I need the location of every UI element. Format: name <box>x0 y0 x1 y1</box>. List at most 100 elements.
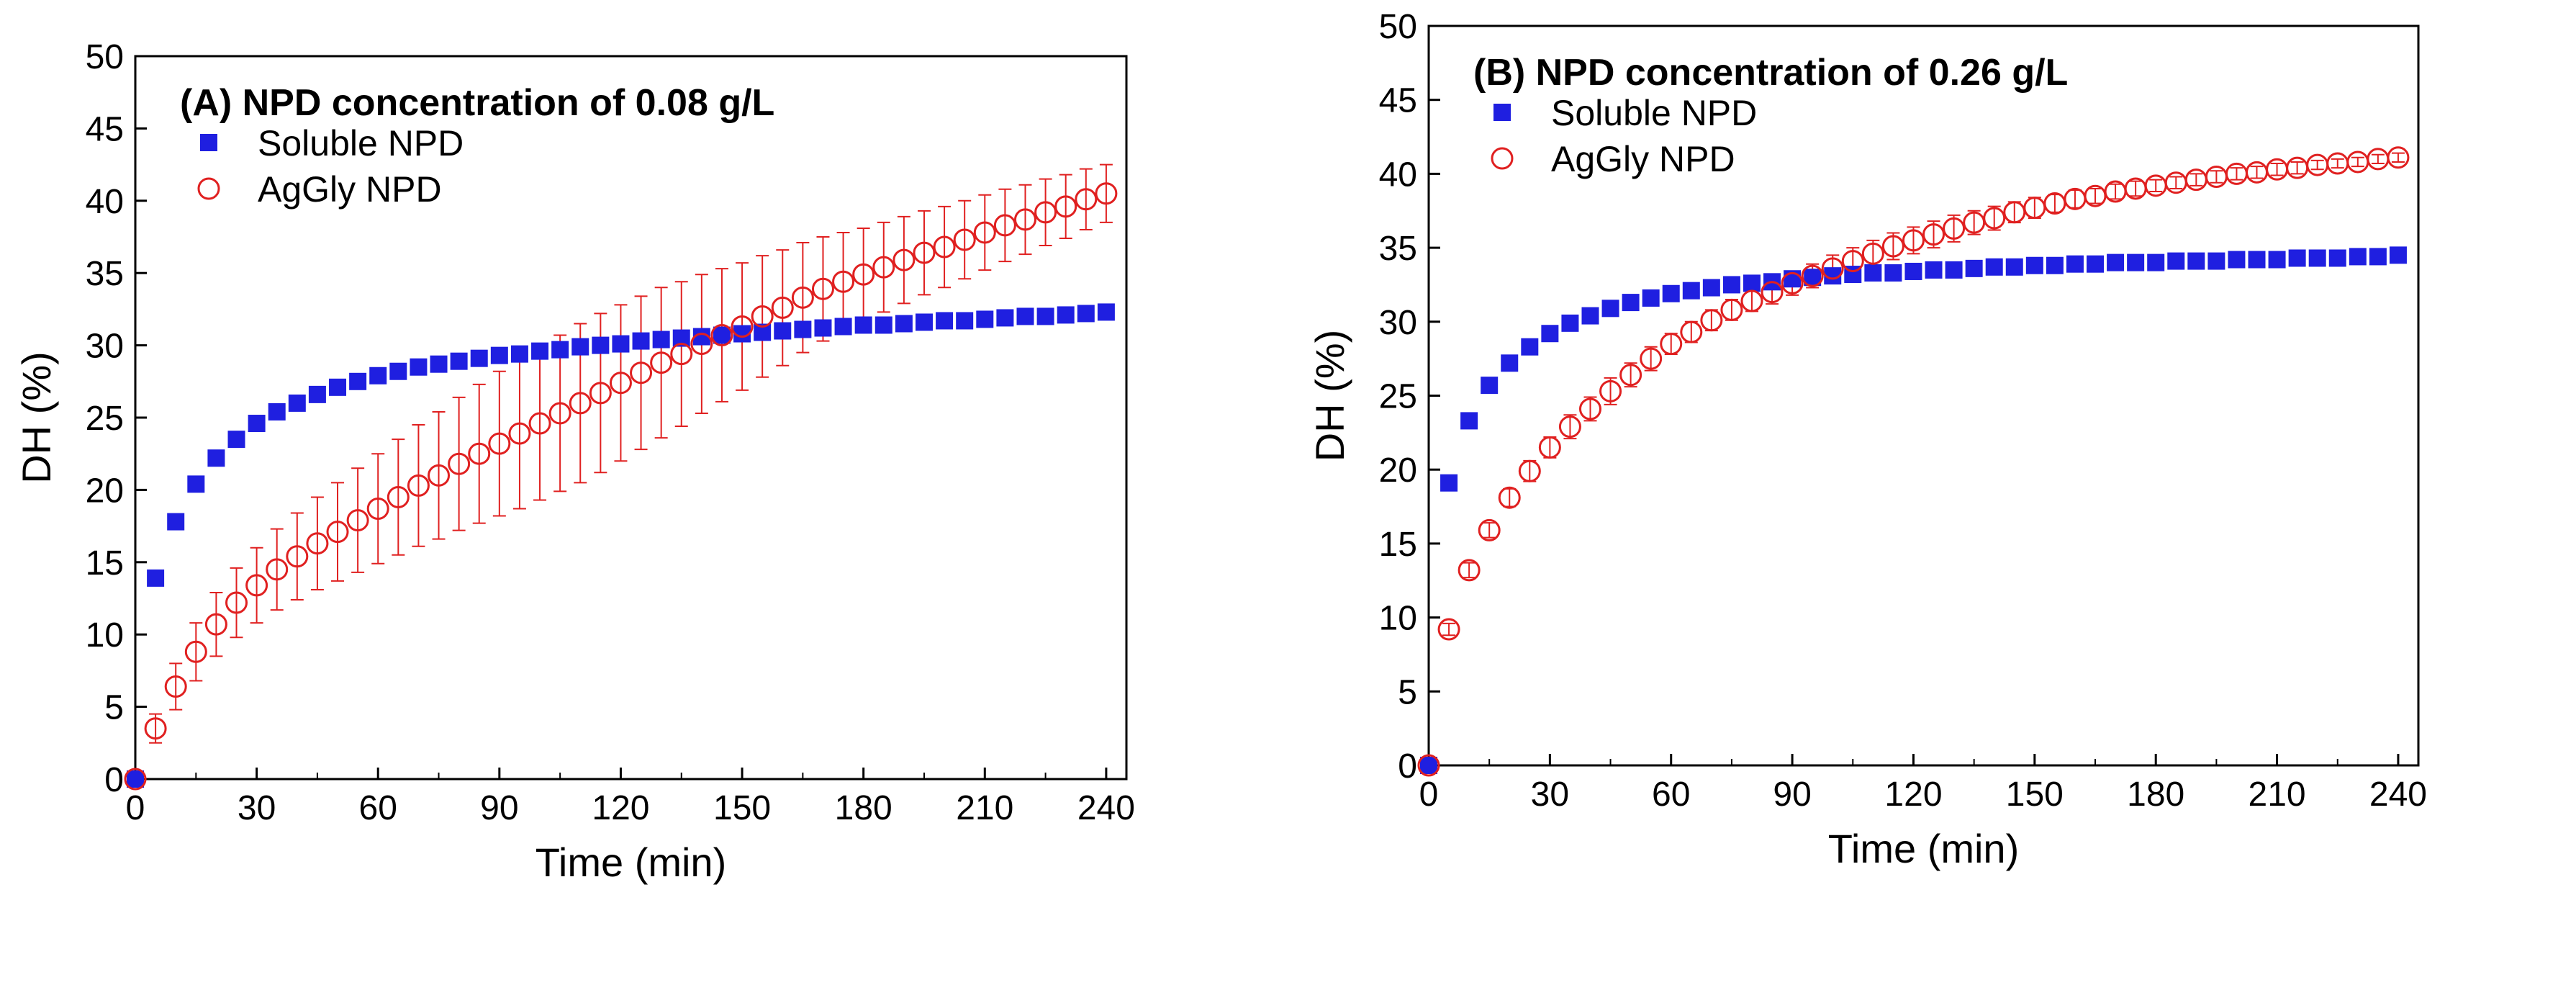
panel-a-aggly-point <box>609 372 632 395</box>
panel-a-x-tick-label: 90 <box>480 789 518 827</box>
panel-a-soluble-point <box>187 475 205 493</box>
panel-b-title: (B) NPD concentration of 0.26 g/L <box>1473 52 2068 94</box>
panel-b-error-bar <box>1583 396 1597 422</box>
panel-b-y-tick-label: 25 <box>1379 378 1417 416</box>
panel-b-y-tick-label: 20 <box>1379 451 1417 490</box>
panel-b-soluble-point <box>1622 294 1640 312</box>
panel-a-y-tick-label: 45 <box>86 110 124 148</box>
panel-a-aggly-point <box>690 333 713 356</box>
panel-b-error-bar <box>1947 214 1961 243</box>
panel-b-aggly-point <box>1801 264 1824 287</box>
panel-b-soluble-point <box>2308 249 2326 267</box>
panel-a-soluble-point <box>1016 307 1034 325</box>
panel-a-aggly-point <box>569 392 592 415</box>
panel-a-aggly-point <box>993 214 1016 237</box>
panel-a-error-bar <box>1059 174 1072 240</box>
panel-a-soluble-point <box>167 513 185 531</box>
panel-b-x-tick-label: 0 <box>1419 775 1439 814</box>
panel-a-soluble-point <box>814 319 832 337</box>
panel-b-aggly-point <box>1578 397 1601 420</box>
panel-a-aggly-point <box>1054 195 1077 218</box>
panel-b-soluble-point <box>2005 258 2023 276</box>
panel-a-soluble-point <box>1097 303 1115 321</box>
panel-b-error-bar <box>2068 189 2082 209</box>
panel-a-aggly-point <box>1013 208 1036 231</box>
panel-a-y-tick-label: 5 <box>104 689 124 727</box>
panel-b-error-bar <box>1967 210 1981 235</box>
panel-a-legend: Soluble NPD AgGly NPD <box>197 123 464 210</box>
panel-a-error-bar <box>492 370 506 517</box>
panel-b-aggly-point <box>1640 347 1663 370</box>
panel-b-error-bar <box>2149 179 2163 193</box>
panel-a-x-tick-label: 210 <box>956 789 1013 827</box>
panel-b-soluble-point <box>1965 259 1983 277</box>
panel-b-error-bar <box>2290 161 2304 175</box>
panel-b-y-tick-label: 45 <box>1379 82 1417 120</box>
panel-b-soluble-point <box>1662 284 1680 302</box>
panel-b-legend-aggly-label: AgGly NPD <box>1551 139 1735 179</box>
panel-a-aggly-point <box>751 305 774 328</box>
panel-a-aggly-point <box>326 521 349 544</box>
panel-b-error-bar <box>1503 487 1517 508</box>
panel-b-aggly-point <box>1720 298 1743 321</box>
panel-a-x-tick-label: 120 <box>592 789 649 827</box>
panel-a-error-bar <box>230 567 243 639</box>
panel-b-error-bar <box>1907 226 1920 255</box>
panel-a-soluble-point <box>854 316 872 334</box>
panel-a-error-bar <box>209 591 223 657</box>
panel-b-error-bar <box>2270 163 2284 176</box>
panel-b-plot-frame <box>1427 24 2420 767</box>
panel-a-aggly-point <box>468 442 491 465</box>
panel-a-x-tick-label: 60 <box>359 789 397 827</box>
panel-a-soluble-point <box>875 316 892 334</box>
panel-a-error-bar <box>1099 163 1113 223</box>
panel-a-y-axis-title: DH (%) <box>14 351 59 484</box>
panel-a-error-bar <box>1018 184 1032 256</box>
panel-a-tick-labels: 0 30 60 90 120 150 180 210 240 0 5 10 15 20 25 30 35 40 45… <box>86 38 1135 827</box>
panel-b-soluble-point <box>2349 248 2367 266</box>
panel-b-soluble-point <box>2207 252 2225 270</box>
panel-a-aggly-point <box>488 432 511 455</box>
panel-a-aggly-point <box>791 286 814 309</box>
panel-a-x-tick-label: 180 <box>835 789 892 827</box>
panel-b-soluble-point <box>1460 412 1478 430</box>
panel-a-aggly-point <box>225 591 248 614</box>
panel-b-error-bar <box>1624 362 1637 388</box>
panel-b-aggly-point <box>1518 459 1541 482</box>
panel-a-aggly-point <box>528 412 551 435</box>
panel-b-error-bar <box>2089 187 2102 204</box>
panel-a-aggly-point <box>913 241 936 264</box>
panel-a: 0 30 60 90 120 150 180 210 240 0 5 10 15 20 25 30 35 40 45… <box>14 38 1135 885</box>
panel-b-error-bar <box>1987 205 2001 231</box>
panel-a-soluble-point <box>207 449 225 467</box>
panel-a-error-bar <box>756 255 769 378</box>
panel-a-error-bar <box>351 467 365 573</box>
panel-a-error-bar <box>776 249 790 366</box>
panel-b-error-bar <box>2230 167 2243 181</box>
panel-a-aggly-point <box>852 263 875 286</box>
panel-b-soluble-point <box>1581 307 1599 325</box>
panel-a-soluble-point <box>248 415 266 433</box>
panel-b-aggly-point <box>1660 333 1683 356</box>
panel-a-soluble-point <box>510 345 528 363</box>
panel-a-soluble-point <box>794 320 812 338</box>
panel-b-aggly-point <box>1437 618 1460 641</box>
panel-a-y-tick-label: 40 <box>86 183 124 221</box>
panel-a-aggly-point <box>892 248 916 271</box>
panel-b-soluble-point <box>1743 274 1761 292</box>
panel-b-x-tick-label: 90 <box>1773 775 1811 814</box>
panel-b-error-bar <box>2391 152 2405 163</box>
panel-a-soluble-point <box>268 402 286 420</box>
panel-a-error-bar <box>290 512 304 601</box>
panel-b-error-bar <box>2007 201 2021 224</box>
panel-a-soluble-point <box>531 342 549 360</box>
panel-a-title: (A) NPD concentration of 0.08 g/L <box>180 82 774 124</box>
panel-b-error-bar <box>2129 180 2143 197</box>
panel-a-soluble-point <box>349 372 367 390</box>
panel-a-soluble-point <box>936 312 954 330</box>
panel-b-error-bar <box>1523 459 1537 482</box>
panel-a-aggly-point <box>407 474 430 497</box>
panel-a-aggly-point <box>872 256 895 279</box>
panel-a-error-bar <box>512 357 526 510</box>
panel-b-soluble-point <box>2046 256 2064 274</box>
